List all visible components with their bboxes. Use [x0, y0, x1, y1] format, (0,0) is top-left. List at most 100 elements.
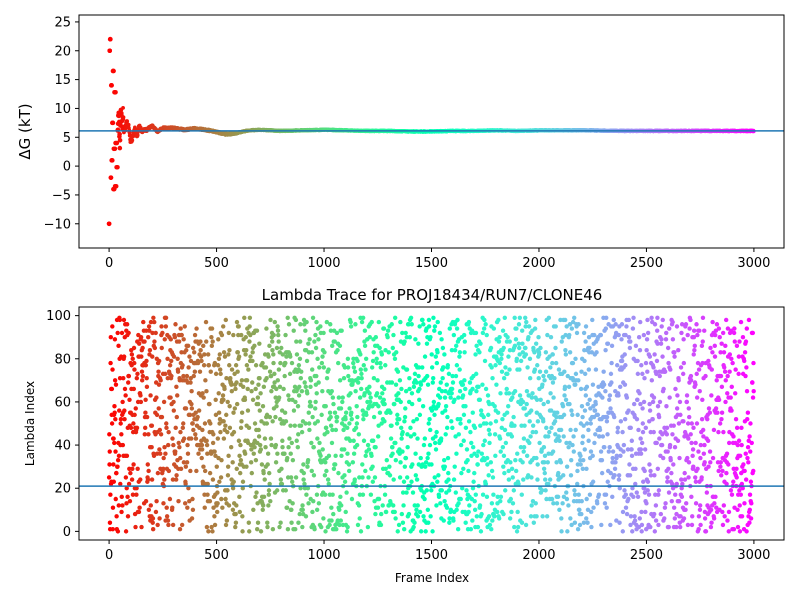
lambda-point — [314, 373, 319, 379]
lambda-point — [146, 468, 151, 474]
lambda-point — [380, 391, 385, 396]
lambda-point — [328, 322, 333, 327]
lambda-point — [107, 462, 112, 467]
lambda-point — [162, 477, 167, 482]
lambda-point — [526, 473, 531, 478]
lambda-point — [113, 416, 118, 422]
lambda-point — [174, 384, 179, 390]
lambda-point — [219, 332, 225, 338]
lambda-point — [303, 384, 308, 390]
dg-point — [130, 138, 135, 143]
lambda-point — [295, 404, 301, 409]
lambda-point — [524, 388, 530, 394]
lambda-point — [117, 317, 123, 323]
lambda-point — [155, 522, 160, 528]
lambda-point — [321, 516, 326, 521]
lambda-point — [370, 358, 376, 364]
lambda-point — [248, 460, 254, 465]
lambda-point — [366, 447, 372, 452]
lambda-point — [389, 423, 394, 428]
lambda-point — [357, 492, 363, 497]
lambda-point — [257, 375, 262, 381]
lambda-point — [195, 360, 201, 366]
lambda-point — [462, 378, 467, 383]
lambda-point — [162, 445, 167, 450]
lambda-point — [318, 453, 323, 459]
lambda-point — [398, 460, 403, 465]
lambda-point — [512, 524, 517, 530]
lambda-point — [429, 462, 434, 467]
lambda-point — [425, 373, 430, 379]
lambda-point — [282, 410, 288, 415]
lambda-point — [433, 447, 439, 452]
lambda-point — [411, 419, 416, 424]
lambda-point — [192, 369, 198, 374]
lambda-point — [486, 427, 492, 433]
lambda-point — [521, 449, 526, 454]
lambda-point — [417, 509, 423, 515]
lambda-point — [288, 475, 294, 480]
lambda-point — [429, 352, 434, 357]
lambda-point — [325, 477, 331, 482]
lambda-point — [109, 386, 115, 392]
lambda-point — [116, 343, 121, 349]
lambda-point — [305, 464, 310, 469]
lambda-point — [338, 406, 344, 411]
lambda-point — [343, 416, 348, 422]
lambda-point — [432, 475, 437, 480]
lambda-point — [283, 360, 288, 366]
lambda-point — [426, 451, 431, 456]
lambda-point — [482, 358, 488, 364]
lambda-point — [528, 434, 533, 439]
lambda-point — [392, 509, 397, 515]
lambda-point — [329, 505, 334, 510]
lambda-point — [399, 436, 404, 441]
lambda-point — [228, 445, 234, 450]
lambda-point — [390, 445, 395, 450]
lambda-point — [273, 442, 279, 448]
lambda-point — [467, 503, 472, 508]
lambda-point — [226, 453, 231, 459]
lambda-point — [240, 514, 245, 519]
lambda-point — [336, 395, 342, 400]
lambda-point — [165, 442, 171, 448]
lambda-point — [266, 492, 271, 497]
lambda-point — [178, 429, 183, 435]
lambda-point — [159, 324, 164, 329]
lambda-point — [309, 440, 314, 446]
lambda-point — [316, 380, 321, 385]
lambda-point — [205, 451, 210, 456]
lambda-point — [190, 421, 195, 426]
lambda-point — [341, 375, 347, 381]
lambda-point — [205, 352, 211, 357]
lambda-point — [519, 520, 525, 525]
lambda-point — [454, 343, 459, 349]
lambda-point — [154, 412, 160, 418]
lambda-point — [313, 345, 319, 351]
lambda-point — [142, 432, 147, 437]
lambda-point — [396, 391, 401, 396]
lambda-point — [403, 388, 409, 394]
lambda-point — [373, 335, 379, 340]
lambda-point — [107, 520, 113, 525]
lambda-point — [229, 367, 235, 372]
lambda-point — [523, 315, 528, 320]
y-tick-label: 10 — [54, 102, 71, 117]
lambda-point — [517, 393, 523, 398]
lambda-point — [327, 522, 332, 528]
lambda-point — [383, 509, 389, 515]
lambda-point — [126, 330, 131, 336]
lambda-point — [451, 518, 456, 523]
lambda-point — [415, 503, 420, 508]
lambda-point — [256, 401, 261, 407]
lambda-point — [431, 375, 436, 381]
lambda-point — [348, 319, 353, 325]
lambda-point — [479, 511, 484, 517]
lambda-point — [495, 509, 500, 515]
lambda-point — [521, 436, 527, 441]
lambda-point — [143, 425, 148, 431]
lambda-point — [395, 412, 400, 418]
lambda-point — [277, 524, 282, 530]
lambda-point — [487, 522, 493, 528]
lambda-point — [453, 490, 458, 495]
